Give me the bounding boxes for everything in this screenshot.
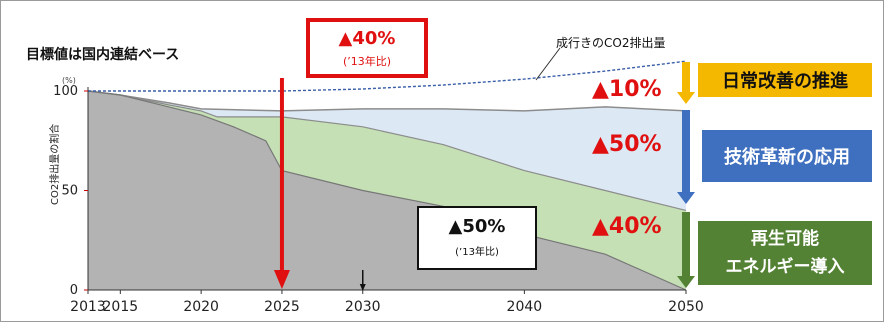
pct-kaizen: ▲10%: [592, 77, 662, 102]
callout-2030-note: (’13年比): [455, 247, 499, 258]
legend-box-kaizen: 日常改善の推進: [698, 63, 872, 97]
x-tick-label-2020: 2020: [183, 299, 219, 315]
area-saisei: [88, 91, 686, 290]
pct-gijutsu: ▲50%: [592, 132, 662, 157]
callout-2025: ▲40% (’13年比): [306, 18, 428, 78]
arrow-gijutsu-head: [677, 192, 695, 204]
callout-2025-pct: ▲40%: [338, 28, 396, 49]
x-tick-label-2050: 2050: [668, 299, 704, 315]
arrow-kaizen-shaft: [682, 62, 690, 94]
callout-2025-note: (’13年比): [342, 55, 392, 68]
legend-box-saisei: 再生可能 エネルギー導入: [698, 221, 872, 285]
legend-box-saisei-line2: エネルギー導入: [725, 257, 845, 277]
chart-title: 目標値は国内連結ベース: [26, 47, 180, 63]
bau-label: 成行きのCO2排出量: [556, 36, 666, 50]
legend-box-gijutsu: 技術革新の応用: [702, 130, 872, 182]
area-gijutsu: [88, 91, 686, 211]
y-tick-label-100: 100: [53, 84, 78, 99]
arrow-saisei-head: [677, 276, 695, 288]
y-tick-label-0: 0: [70, 283, 78, 298]
arrow-kaizen-head: [677, 92, 695, 104]
legend-box-saisei-line1: 再生可能: [751, 229, 819, 249]
line-kaizen: [87, 90, 687, 112]
line-saisei: [87, 90, 687, 291]
x-tick-label-2030: 2030: [345, 299, 381, 315]
arrow-saisei-shaft: [682, 212, 690, 278]
x-tick-label-2040: 2040: [507, 299, 543, 315]
x-tick-label-2013: 2013: [70, 299, 106, 315]
x-tick-label-2015: 2015: [103, 299, 139, 315]
pct-saisei: ▲40%: [592, 214, 662, 239]
callout-2030-pct: ▲50%: [448, 216, 506, 237]
arrow-2030-head: [359, 284, 366, 291]
arrow-gijutsu-shaft: [682, 110, 690, 194]
unit-label: (%): [62, 76, 76, 85]
line-bau: [88, 60, 687, 92]
bau-label-pointer: [535, 47, 561, 81]
y-axis-label: CO2排出量の割合: [50, 123, 61, 205]
y-tick-label-50: 50: [61, 184, 78, 199]
x-tick-label-2025: 2025: [264, 299, 300, 315]
arrow-2025-head: [273, 270, 290, 289]
callout-2030: ▲50% (’13年比): [417, 206, 537, 270]
